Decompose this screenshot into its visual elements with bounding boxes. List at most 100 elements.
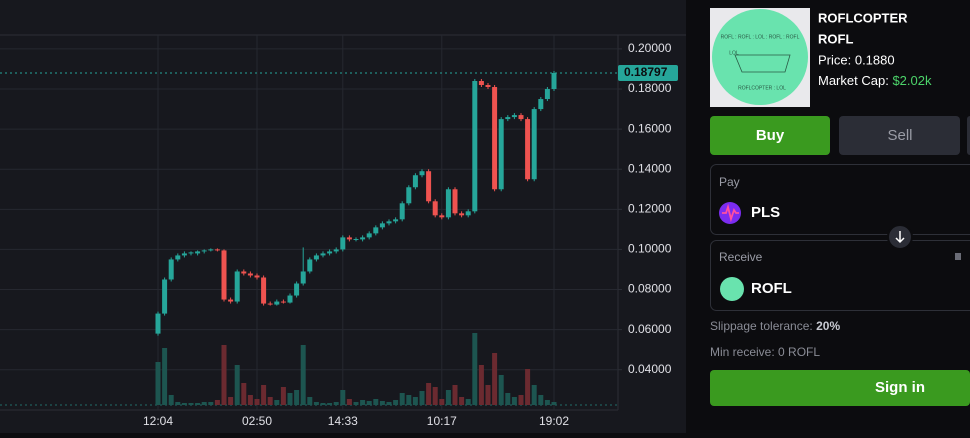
candle-body	[321, 253, 326, 255]
logo-text: ROFLCOPTER : LOL	[738, 85, 786, 91]
volume-bar	[380, 401, 385, 405]
volume-bar	[439, 399, 444, 405]
volume-bar	[499, 375, 504, 405]
y-tick-label: 0.14000	[628, 161, 672, 175]
candle-body	[195, 251, 200, 253]
y-tick-label: 0.10000	[628, 242, 672, 256]
candle-body	[255, 275, 260, 277]
slippage-label: Slippage tolerance:	[710, 319, 813, 333]
candle-body	[340, 237, 345, 249]
candle-body	[420, 171, 425, 175]
x-tick-label: 10:17	[427, 414, 457, 428]
receive-label: Receive	[719, 250, 763, 264]
candle-body	[505, 117, 510, 119]
wallet-icon	[955, 253, 961, 260]
volume-bar	[334, 402, 339, 405]
volume-bar	[453, 385, 458, 405]
volume-bar	[406, 395, 411, 405]
y-tick-label: 0.18000	[628, 81, 672, 95]
candle-body	[162, 279, 167, 313]
pay-label: Pay	[719, 175, 740, 189]
volume-bar	[486, 385, 491, 405]
candle-body	[393, 219, 398, 221]
candle-body	[347, 237, 352, 239]
volume-bar	[479, 365, 484, 405]
volume-bar	[241, 383, 246, 405]
candle-body	[492, 87, 497, 189]
y-tick-label: 0.20000	[628, 41, 672, 55]
volume-bar	[387, 402, 392, 405]
volume-bar	[433, 387, 438, 405]
candle-body	[472, 81, 477, 211]
volume-bar	[169, 395, 174, 405]
candle-body	[380, 223, 385, 227]
buy-label: Buy	[756, 127, 785, 144]
volume-bar	[321, 403, 326, 405]
volume-bar	[294, 390, 299, 405]
candle-body	[499, 119, 504, 189]
market-cap-label: Market Cap:	[818, 73, 889, 88]
slippage-value[interactable]: 20%	[816, 319, 840, 333]
candle-body	[400, 203, 405, 219]
candle-body	[307, 259, 312, 271]
volume-bar	[208, 402, 213, 405]
candle-body	[294, 284, 299, 296]
last-price-label: 0.18797	[624, 65, 668, 79]
volume-bar	[545, 400, 550, 405]
volume-bar	[413, 397, 418, 405]
volume-bar	[552, 402, 557, 405]
volume-bar	[360, 400, 365, 405]
candle-body	[426, 171, 431, 201]
candle-body	[354, 239, 359, 240]
candle-body	[248, 273, 253, 275]
volume-bar	[274, 400, 279, 405]
candle-body	[175, 255, 180, 259]
volume-bar	[175, 402, 180, 405]
candle-body	[182, 253, 187, 255]
volume-bar	[505, 393, 510, 405]
candle-body	[532, 109, 537, 179]
volume-bar	[222, 345, 227, 405]
candle-body	[486, 85, 491, 87]
candle-body	[453, 189, 458, 213]
candle-body	[334, 249, 339, 251]
volume-bar	[519, 395, 524, 405]
volume-bar	[420, 391, 425, 405]
volume-bar	[393, 400, 398, 405]
rofl-icon	[720, 277, 744, 301]
volume-bar	[195, 403, 200, 405]
volume-bar	[459, 397, 464, 405]
candle-body	[314, 255, 319, 259]
candle-body	[228, 300, 233, 302]
candle-body	[202, 250, 207, 251]
volume-bar	[288, 393, 293, 405]
volume-bar	[532, 385, 537, 405]
volume-bar	[327, 403, 332, 405]
x-tick-label: 02:50	[242, 414, 272, 428]
logo-text: ROFL : ROFL : LOL : ROFL : ROFL	[721, 34, 800, 40]
candle-body	[525, 119, 530, 179]
volume-bar	[248, 395, 253, 405]
volume-bar	[340, 390, 345, 405]
x-tick-label: 14:33	[328, 414, 358, 428]
candle-body	[439, 215, 444, 217]
candle-body	[281, 302, 286, 303]
candle-body	[413, 175, 418, 187]
volume-bar	[307, 397, 312, 405]
candle-body	[288, 296, 293, 303]
candle-body	[274, 302, 279, 305]
pay-token[interactable]: PLS	[751, 204, 780, 221]
candle-body	[189, 252, 194, 253]
receive-token[interactable]: ROFL	[751, 280, 792, 297]
x-tick-label: 12:04	[143, 414, 173, 428]
candle-body	[261, 277, 266, 303]
volume-bar	[354, 402, 359, 405]
volume-bar	[156, 362, 161, 405]
volume-bar	[281, 387, 286, 405]
volume-bar	[525, 369, 530, 405]
sign-in-button[interactable]	[710, 370, 970, 406]
volume-bar	[367, 401, 372, 405]
candle-body	[268, 304, 273, 305]
x-tick-label: 19:02	[539, 414, 569, 428]
